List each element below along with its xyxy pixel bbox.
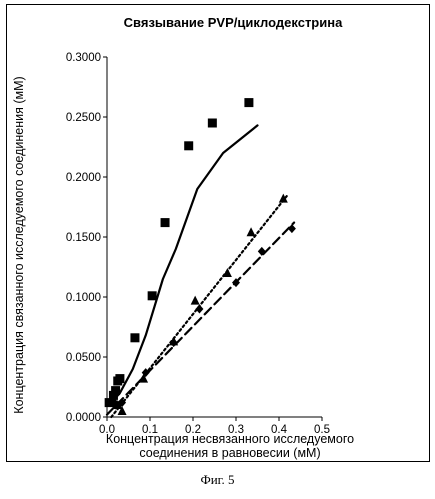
y-tick-label: 0.1000 [66, 292, 101, 304]
x-tick-label: 0.2 [185, 424, 201, 436]
x-axis-label-line-2: соединения в равновесии (мМ) [139, 446, 320, 460]
diamond-marker [111, 400, 120, 410]
triangle-marker [190, 295, 200, 305]
square-marker [147, 291, 157, 301]
y-axis-label: Концентрация связанного исследуемого сое… [12, 76, 26, 413]
diamond-marker [118, 398, 127, 408]
x-tick-label: 0.1 [142, 424, 158, 436]
square-marker [207, 118, 217, 128]
y-tick-label: 0.1500 [66, 232, 101, 244]
trend-line-series-1 [110, 124, 259, 404]
y-axis-ticks: 0.0000 0.0500 0.1000 0.1500 0.2000 0.2500 0.30… [66, 52, 107, 424]
square-marker [160, 218, 170, 228]
diamond-marker [141, 368, 150, 378]
y-tick-label: 0.0000 [66, 412, 101, 424]
chart-frame [6, 4, 430, 462]
diamond-marker [287, 224, 296, 234]
x-tick-label: 0.0 [99, 424, 115, 436]
y-tick-label: 0.0500 [66, 352, 101, 364]
trend-lines [105, 124, 296, 419]
diamond-marker [232, 278, 240, 288]
square-marker [115, 374, 125, 384]
triangle-marker [278, 193, 288, 203]
x-axis-ticks: 0.0 0.1 0.2 0.3 0.4 0.5 [99, 417, 330, 436]
x-tick-label: 0.3 [228, 424, 244, 436]
diamond-marker [257, 246, 266, 256]
y-tick-label: 0.2500 [66, 112, 101, 124]
x-axis-label-line-1: Концентрация несвязанного исследуемого [106, 432, 354, 446]
y-tick-label: 0.2000 [66, 172, 101, 184]
x-tick-label: 0.4 [271, 424, 288, 436]
chart: Связывание PVP/циклодекстрина 0.0000 0.05… [12, 15, 354, 460]
square-marker [130, 333, 140, 343]
square-marker [111, 386, 121, 396]
chart-title: Связывание PVP/циклодекстрина [124, 15, 343, 30]
x-tick-label: 0.5 [314, 424, 330, 436]
data-points [104, 98, 296, 415]
triangle-marker [222, 268, 232, 277]
triangle-marker [139, 373, 149, 383]
triangle-marker [117, 406, 127, 415]
triangle-marker [246, 227, 256, 237]
figure-caption: Фиг. 5 [200, 472, 235, 487]
diamond-marker [169, 338, 178, 348]
y-tick-label: 0.3000 [66, 52, 101, 64]
diamond-marker [195, 304, 204, 314]
square-marker [184, 141, 194, 151]
square-marker [244, 98, 254, 108]
trend-line-series-3 [105, 221, 296, 416]
